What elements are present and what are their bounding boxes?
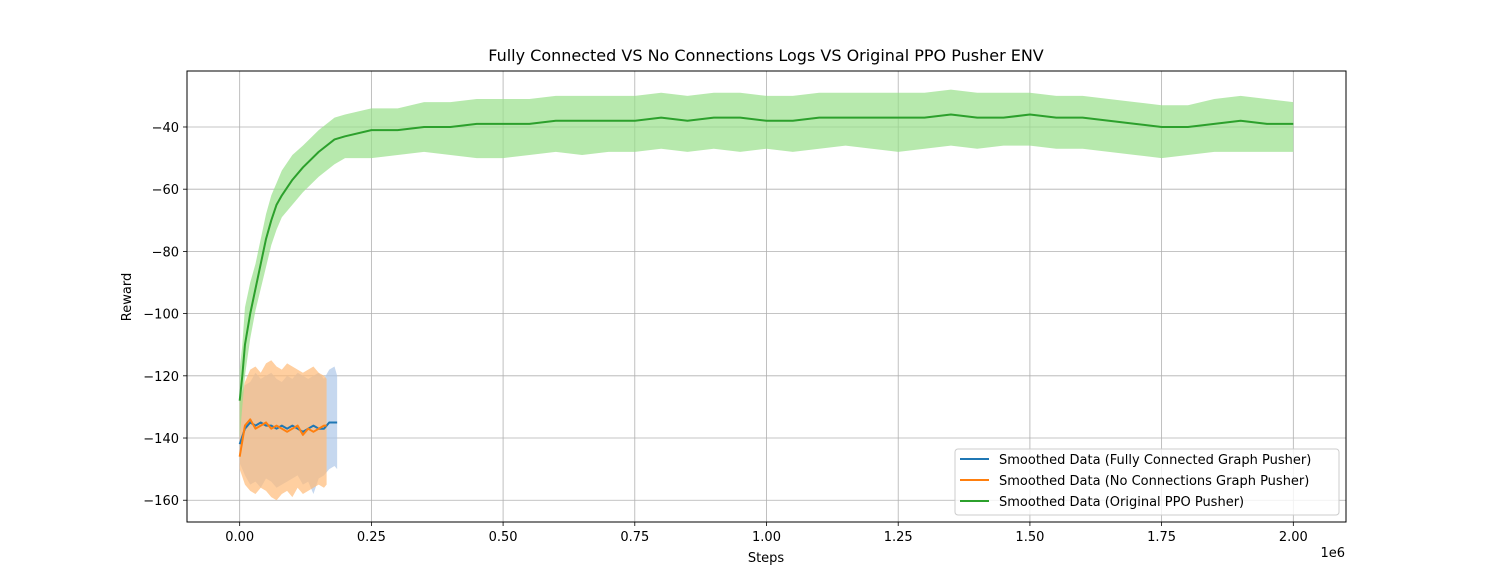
confidence-bands	[239, 89, 1294, 501]
y-tick-label: −140	[143, 432, 179, 447]
chart-title: Fully Connected VS No Connections Logs V…	[488, 46, 1044, 65]
y-tick-label: −80	[152, 245, 179, 260]
y-tick-label: −120	[143, 370, 179, 385]
series-lines	[238, 113, 1294, 457]
x-tick-label: 1.50	[1015, 530, 1044, 545]
series-line-1	[238, 418, 327, 457]
y-tick-label: −60	[152, 183, 179, 198]
x-tick-label: 1.00	[752, 530, 781, 545]
x-tick-label: 0.50	[489, 530, 518, 545]
x-axis-offset-label: 1e6	[1320, 546, 1345, 561]
legend: Smoothed Data (Fully Connected Graph Pus…	[954, 448, 1340, 516]
plot-area	[186, 70, 1347, 523]
x-tick-label: 0.25	[357, 530, 386, 545]
y-axis-ticks: −160 −140 −120 −100 −80 −60 −40	[143, 121, 187, 509]
y-tick-label: −40	[152, 121, 179, 136]
legend-entry-2: Smoothed Data (Original PPO Pusher)	[999, 495, 1244, 510]
legend-box	[954, 448, 1340, 516]
x-tick-label: 1.75	[1147, 530, 1176, 545]
legend-entry-1: Smoothed Data (No Connections Graph Push…	[999, 474, 1309, 489]
x-axis-ticks: 0.00 0.25 0.50 0.75 1.00 1.25 1.50 1.75 2.00	[225, 522, 1308, 545]
x-tick-label: 0.00	[225, 530, 254, 545]
x-tick-label: 0.75	[620, 530, 649, 545]
y-axis-label: Reward	[120, 273, 135, 321]
x-tick-label: 1.25	[884, 530, 913, 545]
y-tick-label: −160	[143, 494, 179, 509]
y-tick-label: −100	[143, 308, 179, 323]
series-line-2	[238, 113, 1294, 401]
x-axis-label: Steps	[748, 551, 785, 566]
legend-entry-0: Smoothed Data (Fully Connected Graph Pus…	[999, 453, 1311, 468]
x-tick-label: 2.00	[1279, 530, 1308, 545]
series-band-2	[239, 89, 1294, 439]
series-line-0	[238, 421, 338, 445]
